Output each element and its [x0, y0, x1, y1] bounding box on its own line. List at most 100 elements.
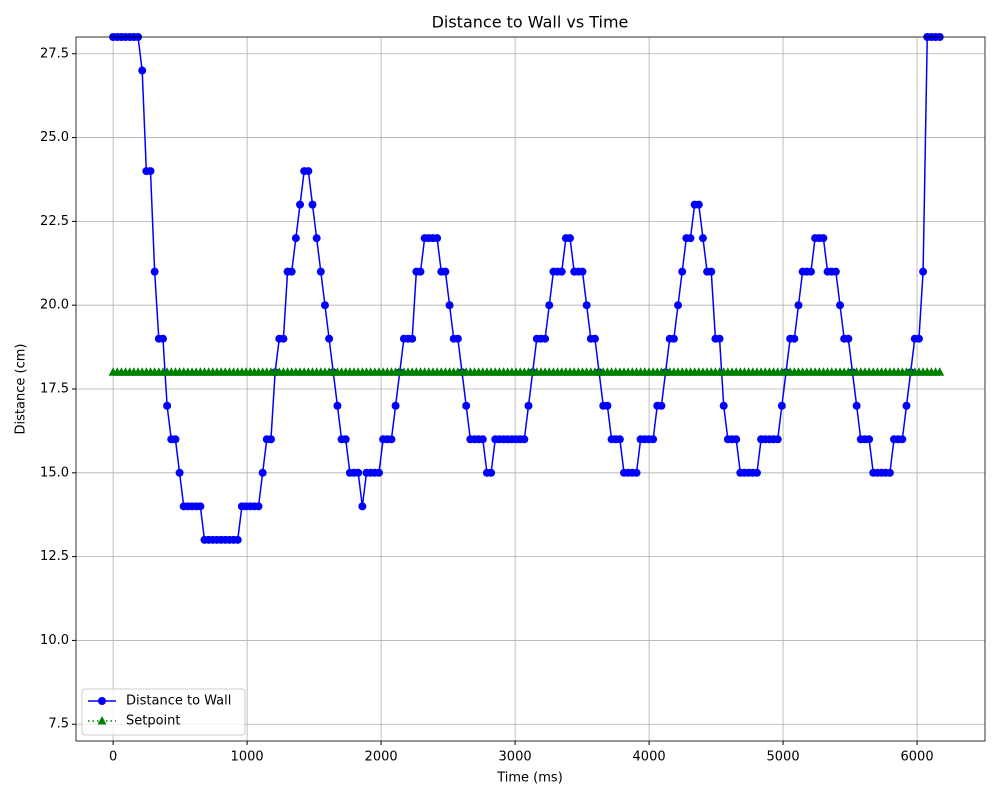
x-tick-label: 4000: [633, 750, 666, 765]
marker: [898, 435, 907, 444]
marker: [836, 301, 845, 310]
marker: [333, 401, 342, 410]
plot-frame: [75, 36, 986, 742]
legend: Distance to Wall Setpoint: [81, 688, 246, 736]
y-tick-label: 7.5: [48, 717, 69, 732]
chart-title: Distance to Wall vs Time: [432, 13, 629, 32]
marker: [258, 468, 267, 477]
legend-box: [81, 688, 246, 736]
marker: [254, 502, 263, 511]
x-tick-label: 3000: [499, 750, 532, 765]
marker: [97, 716, 107, 725]
marker: [138, 66, 147, 75]
y-axis-label: Distance (cm): [14, 344, 29, 435]
marker: [408, 334, 417, 343]
marker: [146, 167, 155, 176]
marker: [632, 468, 641, 477]
x-tick-label: 0: [109, 750, 117, 765]
marker: [914, 334, 923, 343]
marker: [919, 267, 928, 276]
marker: [649, 435, 658, 444]
marker: [279, 334, 288, 343]
marker: [686, 234, 695, 243]
marker: [233, 535, 242, 544]
marker: [287, 267, 296, 276]
marker: [935, 367, 945, 376]
marker: [391, 401, 400, 410]
x-tick-label: 5000: [767, 750, 800, 765]
marker: [545, 301, 554, 310]
x-tick-label: 2000: [365, 750, 398, 765]
marker: [657, 401, 666, 410]
marker: [416, 267, 425, 276]
marker: [354, 468, 363, 477]
marker: [806, 267, 815, 276]
marker: [304, 167, 313, 176]
y-tick-label: 20.0: [40, 298, 69, 313]
marker: [844, 334, 853, 343]
series: [109, 33, 944, 544]
marker: [566, 234, 575, 243]
marker: [719, 401, 728, 410]
marker: [445, 301, 454, 310]
marker: [615, 435, 624, 444]
marker: [541, 334, 550, 343]
marker: [175, 468, 184, 477]
marker: [524, 401, 533, 410]
marker: [325, 334, 334, 343]
marker: [98, 697, 106, 705]
marker: [291, 234, 300, 243]
marker: [266, 435, 275, 444]
marker: [320, 301, 329, 310]
marker: [674, 301, 683, 310]
marker: [487, 468, 496, 477]
marker: [698, 234, 707, 243]
marker: [171, 435, 180, 444]
marker: [520, 435, 529, 444]
marker: [358, 502, 367, 511]
marker: [707, 267, 716, 276]
marker: [296, 200, 305, 209]
legend-label: Distance to Wall: [126, 694, 231, 709]
marker: [790, 334, 799, 343]
marker: [590, 334, 599, 343]
marker: [715, 334, 724, 343]
marker: [819, 234, 828, 243]
marker: [341, 435, 350, 444]
y-tick-label: 22.5: [40, 214, 69, 229]
marker: [387, 435, 396, 444]
marker: [150, 267, 159, 276]
marker: [777, 401, 786, 410]
marker: [557, 267, 566, 276]
marker: [374, 468, 383, 477]
marker: [312, 234, 321, 243]
marker: [603, 401, 612, 410]
marker: [453, 334, 462, 343]
marker: [669, 334, 678, 343]
marker: [478, 435, 487, 444]
x-tick-label: 6000: [901, 750, 934, 765]
marker: [582, 301, 591, 310]
marker: [732, 435, 741, 444]
marker: [694, 200, 703, 209]
marker: [441, 267, 450, 276]
marker: [158, 334, 167, 343]
marker: [752, 468, 761, 477]
marker: [852, 401, 861, 410]
marker: [678, 267, 687, 276]
x-tick-label: 1000: [231, 750, 264, 765]
x-axis-label: Time (ms): [496, 771, 563, 786]
y-tick-label: 17.5: [40, 382, 69, 397]
y-tick-label: 25.0: [40, 130, 69, 145]
marker: [831, 267, 840, 276]
marker: [794, 301, 803, 310]
marker: [902, 401, 911, 410]
marker: [462, 401, 471, 410]
marker: [433, 234, 442, 243]
marker: [316, 267, 325, 276]
marker: [865, 435, 874, 444]
marker: [885, 468, 894, 477]
series: [108, 367, 945, 376]
